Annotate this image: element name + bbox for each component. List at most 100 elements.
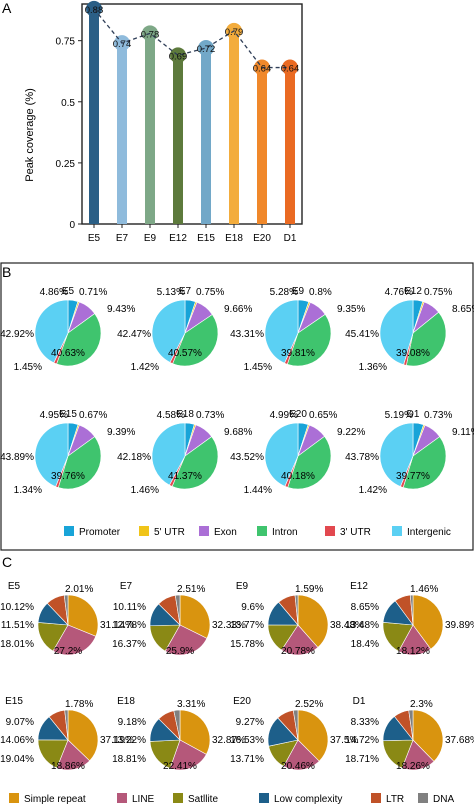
pie-slice-label: 16.37% (112, 639, 146, 650)
y-tick-label: 0.75 (56, 37, 76, 48)
pie-slice (164, 624, 208, 656)
pie-slice-label: 1.34% (14, 485, 42, 496)
pie-title: E15 (5, 696, 23, 707)
repeat-pies: E5 31.14% 27.2% 18.01% 11.51% 10.12% 2.01% E7 32… (0, 581, 474, 772)
pie-slice-label: 20.46% (281, 761, 315, 772)
pie-slice (34, 422, 69, 487)
x-tick-label: E7 (116, 233, 129, 244)
pie-slice-label: 14.06% (0, 735, 34, 746)
pie-title: E5 (62, 286, 75, 297)
pie-title: E18 (117, 696, 135, 707)
legend-swatch (117, 793, 127, 803)
pie-slice-label: 40.57% (168, 348, 202, 359)
pie-slice-label: 43.78% (345, 452, 379, 463)
y-axis-label: Peak coverage (%) (24, 88, 36, 182)
legend-label: 5' UTR (154, 527, 185, 538)
pie-slice (264, 299, 299, 364)
pie-slice-label: 9.27% (236, 717, 264, 728)
pie-slice-label: 18.86% (51, 761, 85, 772)
bar-top-point (198, 40, 214, 56)
pie-slice-label: 13.22% (112, 735, 146, 746)
pie-slice-label: 1.45% (244, 362, 272, 373)
bar-chart: Peak coverage (%) 0 0.25 0.5 0.75 E5 E7 E9 E12 E… (24, 0, 303, 244)
pie-slice-label: 18.4% (351, 639, 379, 650)
bar-value-label: 0.78 (141, 29, 160, 40)
pie-slice-label: 39.76% (51, 471, 85, 482)
pie-slice (169, 739, 207, 771)
pie-slice-label: 2.52% (295, 699, 323, 710)
panel-label-a: A (2, 0, 12, 16)
pie-slice-label: 19.04% (0, 754, 34, 765)
pie-slice-label: 9.35% (337, 304, 365, 315)
pie-slice-label: 4.99% (270, 410, 298, 421)
pie-slice-label: 9.07% (6, 717, 34, 728)
bar-value-label: 0.79 (225, 27, 244, 38)
pie-slice-label: 8.33% (351, 717, 379, 728)
pie-slice-label: 20.78% (281, 646, 315, 657)
legend-label: Simple repeat (24, 794, 86, 804)
pie-slice-label: 9.6% (241, 602, 264, 613)
pie-slice-label: 15.78% (230, 639, 264, 650)
legend-label: LTR (386, 794, 404, 804)
pie-slice (287, 435, 332, 490)
y-tick-label: 0.25 (56, 159, 76, 170)
x-tick-label: E15 (197, 233, 215, 244)
legend-label: DNA (433, 794, 454, 804)
x-tick-label: E20 (253, 233, 271, 244)
pie-slice-label: 18.01% (0, 639, 34, 650)
pie-slice-label: 18.71% (345, 754, 379, 765)
pie-slice-label: 18.12% (396, 646, 430, 657)
y-tick-label: 0.5 (61, 98, 75, 109)
pie-slice-label: 18.81% (112, 754, 146, 765)
pie-slice-label: 0.8% (309, 287, 332, 298)
pie-slice-label: 4.76% (385, 287, 413, 298)
pie-slice (264, 422, 299, 487)
legend-label: Exon (214, 527, 237, 538)
pie-slice-label: 37.68% (445, 735, 474, 746)
pie-slice-label: 2.3% (410, 699, 433, 710)
pie-slice (64, 709, 69, 741)
plot-frame (81, 3, 303, 225)
pie-slice-label: 37.19% (100, 735, 134, 746)
legend-swatch (371, 793, 381, 803)
pie-title: E9 (236, 581, 249, 592)
pie-title: D1 (353, 696, 366, 707)
pie-title: E5 (8, 581, 21, 592)
pie-title: E15 (59, 409, 77, 420)
pie-slice-label: 39.89% (445, 620, 474, 631)
pie-slice-label: 25.9% (166, 646, 194, 657)
pie-slice (379, 422, 414, 487)
pie-title: D1 (407, 409, 420, 420)
pie-slice-label: 37.5% (330, 735, 358, 746)
pie-slice (409, 594, 414, 626)
pie-slice-label: 1.36% (359, 362, 387, 373)
bar (257, 67, 267, 224)
pie-slice (292, 709, 299, 741)
legend-swatch (9, 793, 19, 803)
pie-slice (405, 311, 447, 367)
pie-slice-label: 1.46% (410, 584, 438, 595)
pie-title: E9 (292, 286, 305, 297)
panel-label-b: B (2, 264, 11, 280)
pie-slice-label: 5.19% (385, 410, 413, 421)
pie-slice (179, 594, 211, 639)
legend-swatch (139, 526, 149, 536)
legend-label: Promoter (79, 527, 121, 538)
pie-slice-label: 18.26% (396, 761, 430, 772)
pie-slice (63, 594, 69, 626)
pie-slice-label: 0.75% (196, 287, 224, 298)
bar (201, 48, 211, 224)
pie-title: E7 (179, 286, 192, 297)
pie-title: E20 (233, 696, 251, 707)
legend-label: 3' UTR (340, 527, 371, 538)
pie-slice-label: 8.65% (351, 602, 379, 613)
pie-slice-label: 10.12% (0, 602, 34, 613)
x-tick-label: E5 (88, 233, 101, 244)
legend-swatch (173, 793, 183, 803)
pie-title: E12 (350, 581, 368, 592)
pie-slice-label: 10.11% (113, 602, 146, 613)
pie-slice-label: 0.73% (424, 410, 452, 421)
bar-value-label: 0.64 (253, 64, 272, 75)
pie-slice-label: 43.89% (0, 452, 34, 463)
pie-title: E18 (176, 409, 194, 420)
